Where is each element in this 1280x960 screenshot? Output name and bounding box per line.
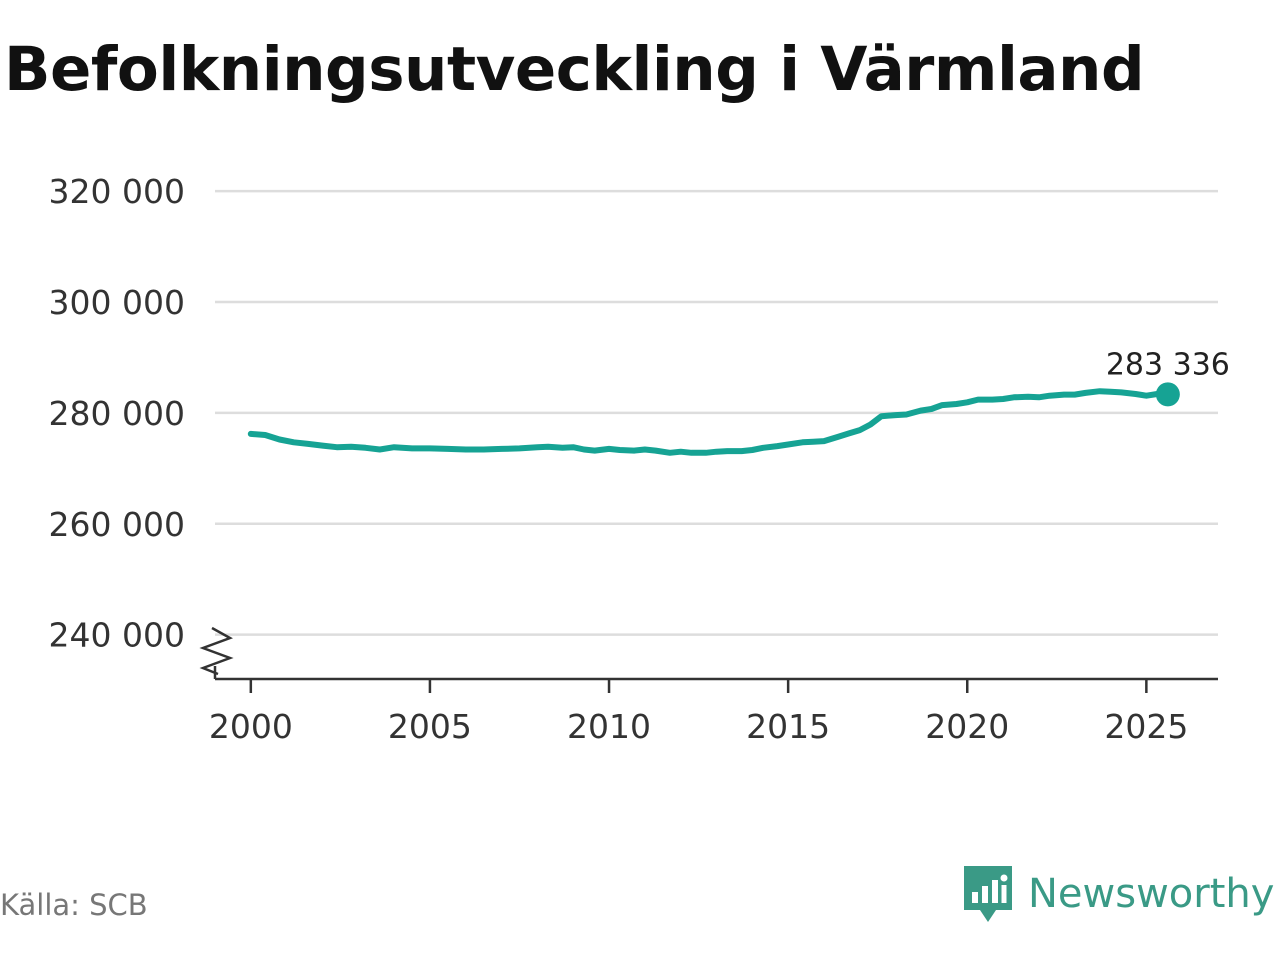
y-tick-label: 320 000 — [49, 172, 185, 211]
x-tick-label: 2010 — [567, 707, 651, 746]
chart-title: Befolkningsutveckling i Värmland — [4, 34, 1145, 105]
x-axis-tick-labels: 2000 2005 2010 2015 2020 2025 — [209, 707, 1189, 746]
brand-name: Newsworthy — [1028, 871, 1275, 917]
source-note: Källa: SCB — [0, 888, 148, 922]
x-tick-label: 2005 — [388, 707, 472, 746]
end-value-label: 283 336 — [1106, 347, 1230, 382]
newsworthy-logo-icon — [964, 866, 1012, 922]
x-tick-label: 2015 — [746, 707, 830, 746]
x-tick-label: 2025 — [1104, 707, 1188, 746]
end-point-marker — [1155, 382, 1180, 407]
y-tick-label: 260 000 — [49, 505, 185, 544]
x-axis — [199, 626, 1218, 693]
gridlines — [215, 189, 1218, 636]
y-tick-label: 280 000 — [49, 394, 185, 433]
x-tick-label: 2020 — [925, 707, 1009, 746]
y-axis-tick-labels: 240 000 260 000 280 000 300 000 320 000 — [49, 172, 185, 655]
y-tick-label: 300 000 — [49, 283, 185, 322]
axis-break-icon — [199, 626, 234, 676]
x-tick-label: 2000 — [209, 707, 293, 746]
newsworthy-brand[interactable]: Newsworthy — [962, 864, 1274, 924]
series-group: 283 336 — [247, 347, 1230, 456]
y-tick-label: 240 000 — [49, 616, 185, 655]
series-line — [247, 388, 1171, 456]
